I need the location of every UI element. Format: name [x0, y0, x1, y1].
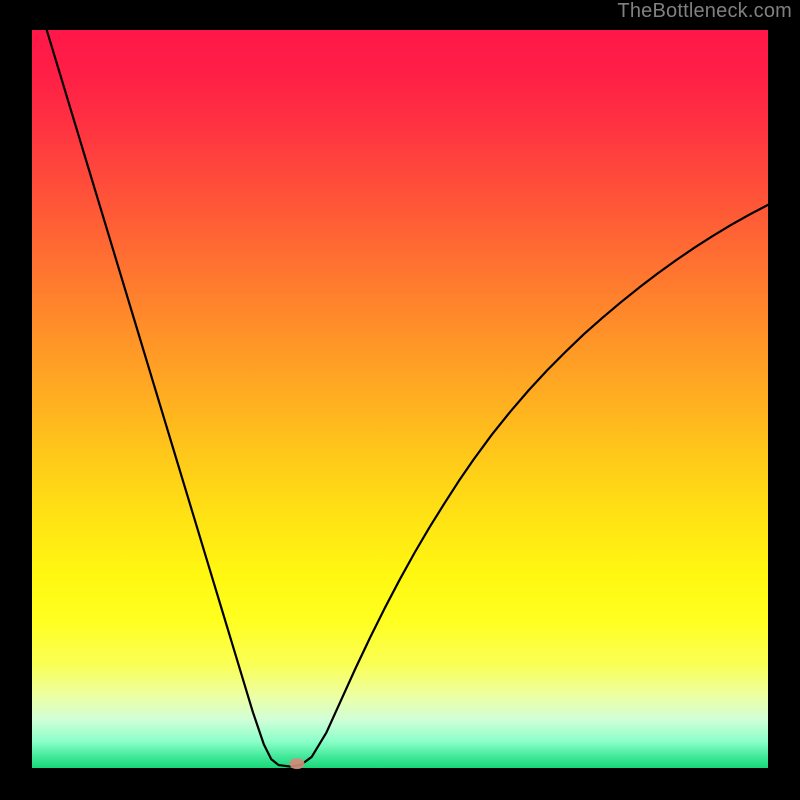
- watermark-text: TheBottleneck.com: [617, 0, 792, 23]
- gradient-background: [32, 30, 768, 768]
- chart-container: TheBottleneck.com: [0, 0, 800, 800]
- optimum-marker: [289, 758, 304, 769]
- bottleneck-chart: [0, 0, 800, 800]
